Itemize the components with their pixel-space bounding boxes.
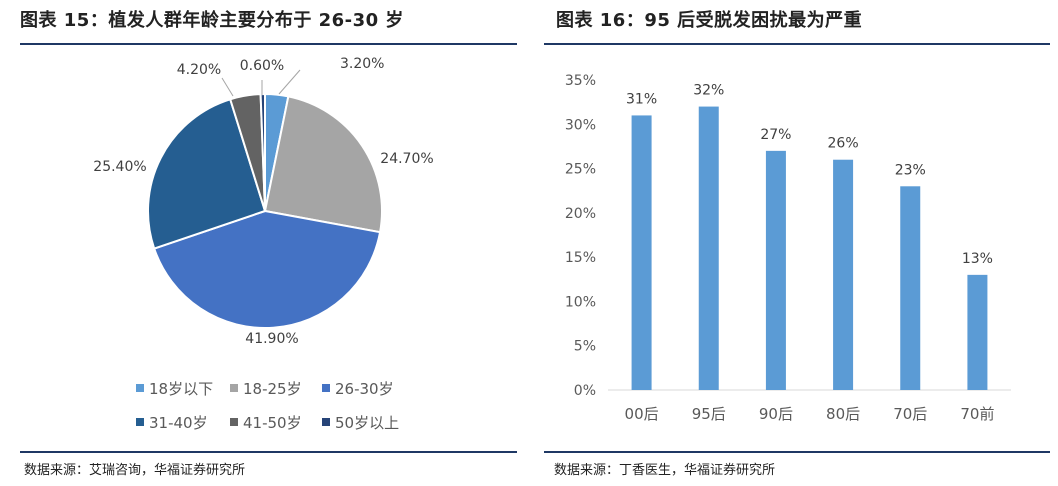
- legend-item: 26-30岁: [322, 378, 394, 399]
- y-tick-label: 30%: [565, 117, 596, 133]
- bar: [900, 186, 921, 390]
- x-category-label: 95后: [692, 405, 726, 423]
- bar-chart: 0% 5% 10% 15% 20% 25% 30% 35% 31% 00后 32% 95后 27% 90后…: [565, 73, 1011, 423]
- x-category-label: 80后: [826, 405, 860, 423]
- legend-swatch: [136, 418, 144, 426]
- bar: [631, 115, 652, 390]
- legend-swatch: [322, 418, 330, 426]
- legend-item: 50岁以上: [322, 412, 399, 433]
- bar: [698, 106, 719, 391]
- right-top-rule: [544, 43, 1050, 45]
- pie-leader-line: [278, 69, 301, 95]
- pie-chart: 3.20% 24.70% 41.90% 25.40% 4.20% 0.60%: [93, 56, 433, 347]
- right-bottom-rule: [544, 451, 1050, 453]
- x-category-label: 70后: [893, 405, 927, 423]
- bar-value-label: 27%: [760, 127, 791, 143]
- y-tick-label: 25%: [565, 162, 596, 178]
- pie-slice: [152, 209, 382, 329]
- legend-item: 31-40岁: [136, 412, 208, 433]
- y-tick-label: 5%: [574, 339, 596, 355]
- y-tick-label: 35%: [565, 73, 596, 89]
- legend-label: 41-50岁: [243, 414, 302, 432]
- legend-item: 18-25岁: [230, 378, 302, 399]
- pie-slice: [147, 98, 267, 250]
- y-tick-label: 0%: [574, 383, 596, 399]
- legend-swatch: [230, 418, 238, 426]
- legend-label: 18-25岁: [243, 380, 302, 398]
- pie-value-label: 3.20%: [340, 56, 384, 72]
- left-top-rule: [20, 43, 517, 45]
- bar-value-label: 23%: [895, 162, 926, 178]
- legend-item: 18岁以下: [136, 378, 213, 399]
- legend-label: 31-40岁: [149, 414, 208, 432]
- bar-value-label: 31%: [626, 91, 657, 107]
- left-figure-title: 图表 15：植发人群年龄主要分布于 26-30 岁: [20, 10, 404, 31]
- bar: [833, 159, 854, 390]
- legend-item: 41-50岁: [230, 412, 302, 433]
- bar: [967, 274, 988, 390]
- legend-swatch: [230, 384, 238, 392]
- legend-swatch: [136, 384, 144, 392]
- legend-swatch: [322, 384, 330, 392]
- legend-label: 26-30岁: [335, 380, 394, 398]
- x-category-label: 70前: [960, 405, 994, 423]
- y-tick-label: 20%: [565, 206, 596, 222]
- bar-value-label: 26%: [828, 136, 859, 152]
- right-panel: 图表 16：95 后受脱发困扰最为严重 0% 5% 10% 15% 20% 25% 30% 3…: [538, 0, 1058, 486]
- left-panel: 图表 15：植发人群年龄主要分布于 26-30 岁 3.20% 24.70% 41.…: [0, 0, 520, 486]
- legend-label: 50岁以上: [335, 414, 400, 432]
- x-category-label: 00后: [625, 405, 659, 423]
- pie-value-label: 25.40%: [93, 159, 146, 175]
- pie-value-label: 0.60%: [240, 58, 284, 74]
- left-bottom-rule: [20, 451, 517, 453]
- bar-value-label: 13%: [962, 251, 993, 267]
- bar-value-label: 32%: [693, 83, 724, 99]
- pie-slice: [263, 95, 383, 234]
- y-tick-label: 15%: [565, 250, 596, 266]
- right-source: 数据来源：丁香医生，华福证券研究所: [554, 463, 776, 478]
- bar: [765, 150, 786, 390]
- pie-leader-line: [221, 77, 234, 97]
- pie-value-label: 24.70%: [380, 151, 433, 167]
- pie-value-label: 41.90%: [245, 331, 298, 347]
- right-figure-title: 图表 16：95 后受脱发困扰最为严重: [556, 10, 863, 31]
- left-source: 数据来源：艾瑞咨询，华福证券研究所: [24, 463, 246, 478]
- y-tick-label: 10%: [565, 294, 596, 310]
- legend-label: 18岁以下: [149, 380, 214, 398]
- pie-value-label: 4.20%: [177, 62, 221, 78]
- pie-slice: [259, 92, 266, 212]
- x-category-label: 90后: [759, 405, 793, 423]
